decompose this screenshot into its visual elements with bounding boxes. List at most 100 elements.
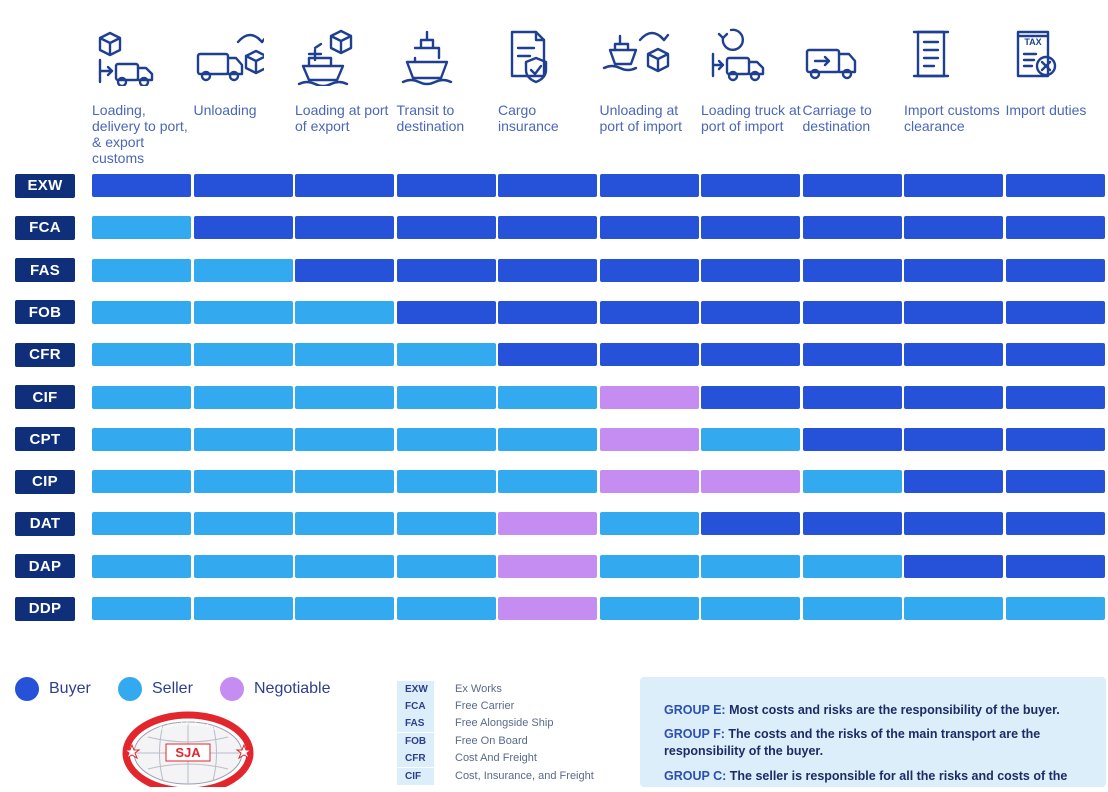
cell-fob-c10: [1005, 300, 1105, 324]
incoterm-badge: DDP: [15, 596, 75, 621]
cell-ddp-c5: [498, 597, 597, 620]
cell-cif-c2: [193, 385, 293, 409]
truck-unloading-icon: [194, 24, 264, 86]
cell-cfr-c9: [904, 343, 1003, 367]
cell-cip-c6: [599, 470, 699, 494]
group-key: GROUP C:: [664, 769, 727, 783]
cell-cpt-c1: [92, 427, 191, 451]
cell-fas-c9: [904, 258, 1003, 282]
cell-fca-c6: [599, 216, 699, 240]
legend-negotiable: Negotiable: [220, 676, 331, 702]
abbreviation-name: Cost, Insurance, and Freight: [455, 770, 594, 782]
column-label: Cargo insurance: [498, 102, 559, 134]
cell-cpt-c10: [1005, 427, 1105, 451]
cell-dap-c5: [498, 554, 597, 578]
group-e-note: GROUP E: Most costs and risks are the re…: [664, 702, 1094, 719]
incoterm-badge: FOB: [15, 300, 75, 325]
cell-cpt-c2: [193, 427, 293, 451]
group-key: GROUP F:: [664, 727, 725, 741]
column-label: Transit to destination: [396, 102, 465, 134]
abbreviation-name: Ex Works: [455, 683, 502, 695]
cell-fca-c2: [193, 216, 293, 240]
cell-cip-c5: [498, 470, 597, 494]
cell-dap-c4: [396, 554, 496, 578]
cell-fas-c7: [701, 258, 800, 282]
cell-cfr-c3: [295, 343, 394, 367]
cell-fas-c2: [193, 258, 293, 282]
insurance-document-icon: [498, 24, 568, 86]
logo-ring-text: Sudarsi Jethadsm Arya: [159, 721, 218, 732]
column-label: Loading at port of export: [295, 102, 389, 134]
column-label: Loading, delivery to port, & export cust…: [92, 102, 188, 166]
cell-dap-c6: [599, 554, 699, 578]
cell-cfr-c7: [701, 343, 800, 367]
cell-dat-c3: [295, 512, 394, 536]
abbreviation-row: CFR Cost And Freight: [397, 750, 608, 767]
cell-exw-c9: [904, 174, 1003, 197]
cell-cip-c7: [701, 470, 800, 494]
cell-dap-c8: [802, 554, 902, 578]
cell-cif-c5: [498, 385, 597, 409]
cell-ddp-c7: [701, 597, 800, 620]
column-label: Loading truck at port of import: [701, 102, 801, 134]
truck-loading-icon: [701, 24, 771, 86]
abbreviation-name: Cost And Freight: [455, 752, 537, 764]
cell-dat-c7: [701, 512, 800, 536]
cell-fob-c8: [802, 300, 902, 324]
cell-dat-c1: [92, 512, 191, 536]
abbreviation-row: FAS Free Alongside Ship: [397, 715, 608, 732]
cell-exw-c1: [92, 174, 191, 197]
cell-ddp-c10: [1005, 597, 1105, 620]
cell-cpt-c5: [498, 427, 597, 451]
abbreviation-row: CIF Cost, Insurance, and Freight: [397, 768, 608, 785]
cell-fas-c3: [295, 258, 394, 282]
cell-dap-c10: [1005, 554, 1105, 578]
svg-text:TAX: TAX: [1024, 37, 1041, 47]
cell-cif-c1: [92, 385, 191, 409]
legend-buyer: Buyer: [15, 676, 91, 702]
cell-dap-c9: [904, 554, 1003, 578]
cell-cpt-c8: [802, 427, 902, 451]
cell-ddp-c3: [295, 597, 394, 620]
incoterms-matrix: Loading, delivery to port, & export cust…: [15, 24, 1105, 621]
buyer-color-dot: [15, 677, 39, 701]
group-text: The seller is responsible for all the ri…: [729, 769, 1068, 783]
truck-package-icon: [92, 24, 162, 86]
cell-ddp-c2: [193, 597, 293, 620]
tax-document-icon: TAX: [1006, 24, 1076, 86]
cell-dat-c2: [193, 512, 293, 536]
cell-fas-c10: [1005, 258, 1105, 282]
cell-cfr-c6: [599, 343, 699, 367]
incoterm-badge: DAP: [15, 554, 75, 579]
cell-exw-c7: [701, 174, 800, 197]
cell-dat-c8: [802, 512, 902, 536]
group-text: Most costs and risks are the responsibil…: [729, 703, 1060, 717]
incoterm-badge: EXW: [15, 173, 75, 198]
cell-cfr-c10: [1005, 343, 1105, 367]
abbreviation-name: Free On Board: [455, 735, 528, 747]
cell-cip-c10: [1005, 470, 1105, 494]
cell-cpt-c3: [295, 427, 394, 451]
truck-delivery-icon: [803, 24, 873, 86]
cell-dap-c2: [193, 554, 293, 578]
cell-fca-c3: [295, 216, 394, 240]
cell-fas-c1: [92, 258, 191, 282]
ship-icon: [397, 24, 467, 86]
abbreviation-code: EXW: [397, 681, 434, 698]
cell-fob-c2: [193, 300, 293, 324]
cell-exw-c4: [396, 174, 496, 197]
sja-logo: SJA Sudarsi Jethadsm Arya: [118, 707, 258, 792]
cell-fas-c8: [802, 258, 902, 282]
cell-cif-c9: [904, 385, 1003, 409]
cell-dat-c10: [1005, 512, 1105, 536]
cell-cpt-c9: [904, 427, 1003, 451]
cell-cip-c8: [802, 470, 902, 494]
incoterm-badge: CPT: [15, 427, 75, 452]
cell-dat-c6: [599, 512, 699, 536]
cell-exw-c6: [599, 174, 699, 197]
legend-label: Negotiable: [254, 680, 331, 697]
cell-cpt-c4: [396, 427, 496, 451]
abbreviation-row: EXW Ex Works: [397, 681, 608, 698]
cell-cip-c2: [193, 470, 293, 494]
cell-ddp-c6: [599, 597, 699, 620]
